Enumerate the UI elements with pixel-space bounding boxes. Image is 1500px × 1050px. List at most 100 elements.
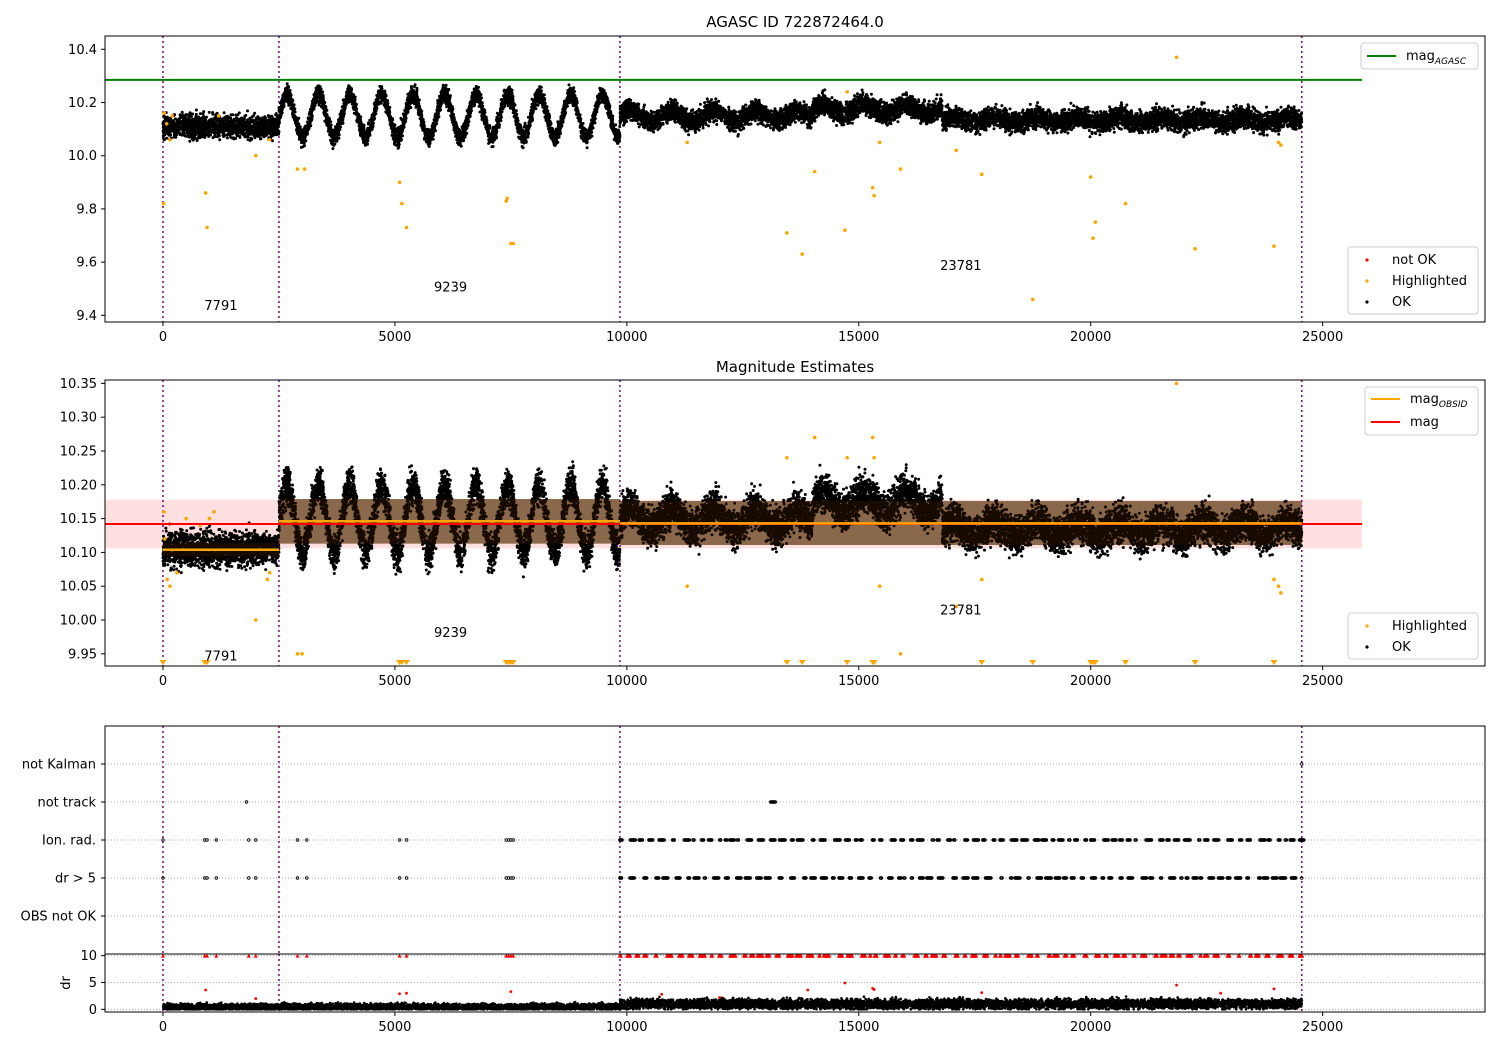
ok-point <box>421 124 424 128</box>
ok-point <box>236 131 240 135</box>
ok-point <box>246 135 250 139</box>
ok-point <box>189 120 193 123</box>
panel1-title: AGASC ID 722872464.0 <box>706 13 884 31</box>
ok-point <box>185 124 189 128</box>
ok-point <box>242 119 246 122</box>
ok-point <box>232 136 235 140</box>
ok-point <box>444 102 448 106</box>
ok-point <box>166 116 170 120</box>
ok-point <box>550 129 554 133</box>
ok-point <box>186 119 190 123</box>
ok-point <box>213 135 217 138</box>
ok-point <box>513 110 517 113</box>
ok-point <box>195 121 198 124</box>
ok-point <box>237 125 241 129</box>
ok-point <box>261 131 265 134</box>
ok-point <box>189 127 192 131</box>
ok-point <box>207 124 211 128</box>
ok-point <box>226 118 230 122</box>
ok-point <box>229 135 233 139</box>
ok-point <box>285 91 289 95</box>
ok-point <box>216 119 220 123</box>
ok-point <box>243 135 247 139</box>
ok-point <box>198 112 202 116</box>
ok-point <box>225 136 229 140</box>
ok-point <box>201 112 205 116</box>
ok-point <box>614 128 618 132</box>
ok-point <box>218 128 222 132</box>
ok-point <box>232 117 236 121</box>
ok-point <box>200 121 204 125</box>
ok-point <box>260 123 264 127</box>
ok-point <box>178 126 182 130</box>
ok-point <box>270 134 274 138</box>
ok-point <box>433 123 437 127</box>
ok-point <box>195 125 199 129</box>
ok-point <box>194 108 198 112</box>
ok-point <box>469 100 473 104</box>
ok-point <box>250 118 254 122</box>
ok-point <box>271 139 274 143</box>
ok-point <box>165 136 169 140</box>
ok-point <box>274 126 278 129</box>
ok-point <box>360 130 364 134</box>
ok-point <box>285 82 289 86</box>
ok-point <box>176 121 179 125</box>
ok-point <box>207 132 211 136</box>
ok-point <box>578 124 582 128</box>
ok-point <box>277 129 281 133</box>
ok-point <box>240 132 244 136</box>
ok-point <box>475 97 479 101</box>
ok-point <box>572 103 576 107</box>
ok-point <box>197 129 201 132</box>
ok-point <box>184 121 188 125</box>
ok-point <box>558 120 562 124</box>
ok-point <box>248 122 252 126</box>
ok-point <box>187 115 191 119</box>
ok-point <box>266 114 270 118</box>
ok-point <box>507 103 511 107</box>
ok-point <box>214 131 218 135</box>
ok-point <box>237 111 241 115</box>
ok-point <box>611 128 615 132</box>
ok-point <box>176 124 180 128</box>
ok-point <box>473 103 476 106</box>
ok-point <box>448 108 452 112</box>
ok-point <box>250 124 254 128</box>
ok-point <box>178 133 182 136</box>
ok-point <box>441 83 445 87</box>
ok-point <box>259 120 263 124</box>
ok-point <box>274 133 278 137</box>
ok-point <box>526 132 530 136</box>
ok-point <box>180 115 184 118</box>
ok-point <box>182 125 186 129</box>
ok-point <box>170 123 174 127</box>
ok-point <box>196 117 200 121</box>
ok-point <box>240 116 244 120</box>
ok-point <box>450 111 454 115</box>
ok-point <box>198 120 202 124</box>
ok-point <box>412 85 416 88</box>
ok-point <box>451 107 455 111</box>
ok-point <box>226 132 230 136</box>
ok-point <box>550 126 554 130</box>
ok-point <box>593 121 597 125</box>
ok-point <box>258 137 262 141</box>
ok-point <box>590 120 594 124</box>
ok-point <box>203 135 207 139</box>
ok-point <box>186 113 190 117</box>
ok-point <box>240 126 244 130</box>
ok-point <box>193 136 197 140</box>
ok-point <box>162 138 166 142</box>
ok-point <box>347 84 351 88</box>
ok-point <box>238 134 242 138</box>
ok-point <box>263 115 267 119</box>
ok-point <box>200 127 204 131</box>
ok-point <box>286 99 290 103</box>
ok-point <box>257 128 261 132</box>
ok-point <box>443 89 447 93</box>
ok-point <box>258 131 261 135</box>
ok-point <box>196 136 200 140</box>
